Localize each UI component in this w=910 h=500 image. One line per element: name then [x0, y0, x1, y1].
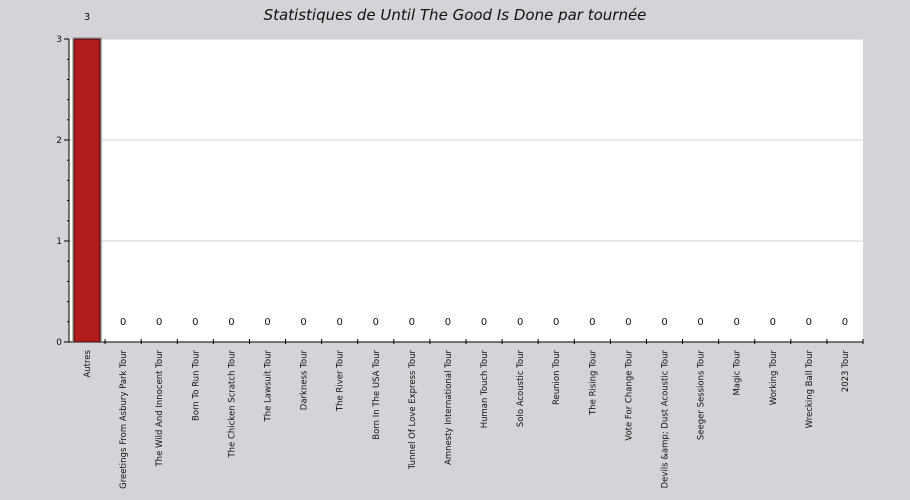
x-category-label: Autres	[83, 349, 93, 377]
x-category-label: Darkness Tour	[300, 350, 310, 411]
x-category-label: Solo Acoustic Tour	[516, 350, 526, 428]
bars	[72, 37, 103, 343]
axes	[64, 38, 864, 344]
data-label: 0	[481, 317, 487, 328]
labels: 0 1 2 3 3 Autres 0 Greetings From Asbury Park T…	[56, 12, 851, 489]
x-category-label: The Chicken Scratch Tour	[227, 350, 237, 459]
data-label: 0	[806, 317, 812, 328]
x-category-label: Reunion Tour	[552, 350, 562, 406]
data-label: 0	[445, 317, 451, 328]
data-label: 0	[192, 317, 198, 328]
data-label: 0	[517, 317, 523, 328]
data-label: 0	[156, 317, 162, 328]
x-category-label: Greetings From Asbury Park Tour	[119, 350, 129, 489]
x-category-label: The Rising Tour	[588, 350, 598, 416]
x-category-label: The River Tour	[336, 350, 346, 413]
data-label: 0	[373, 317, 379, 328]
x-category-label: Born To Run Tour	[191, 350, 201, 421]
data-label: 0	[625, 317, 631, 328]
x-category-label: Born In The USA Tour	[372, 350, 382, 440]
x-category-label: Amnesty International Tour	[444, 350, 454, 465]
grid-lines	[69, 38, 863, 242]
y-tick-label: 1	[56, 237, 62, 247]
data-label: 0	[733, 317, 739, 328]
bar	[73, 38, 101, 343]
chart-title: Statistiques de Until The Good Is Done p…	[263, 6, 647, 24]
x-category-label: 2023 Tour	[841, 350, 851, 393]
x-category-label: Vote For Change Tour	[624, 350, 634, 441]
data-label: 0	[697, 317, 703, 328]
x-category-label: Seeger Sessions Tour	[697, 350, 707, 441]
data-label: 0	[120, 317, 126, 328]
data-label: 0	[553, 317, 559, 328]
data-label: 0	[336, 317, 342, 328]
x-category-label: Human Touch Tour	[480, 350, 490, 429]
data-label: 0	[661, 317, 667, 328]
y-tick-label: 0	[56, 338, 62, 348]
plot-area	[69, 39, 863, 342]
data-label: 0	[264, 317, 270, 328]
y-tick-label: 3	[56, 35, 62, 45]
data-label: 0	[589, 317, 595, 328]
x-category-label: Working Tour	[769, 349, 779, 405]
data-label: 0	[842, 317, 848, 328]
y-tick-label: 2	[56, 136, 62, 146]
x-category-label: The Wild And Innocent Tour	[155, 350, 165, 468]
data-label: 0	[300, 317, 306, 328]
data-label: 0	[409, 317, 415, 328]
x-category-label: Devils &amp; Dust Acoustic Tour	[661, 349, 671, 488]
x-category-label: Wrecking Ball Tour	[805, 350, 815, 429]
data-label: 0	[770, 317, 776, 328]
x-category-label: Magic Tour	[733, 350, 743, 396]
x-category-label: The Lawsuit Tour	[264, 349, 274, 422]
data-label: 0	[228, 317, 234, 328]
data-label: 3	[84, 12, 90, 23]
x-category-label: Tunnel Of Love Express Tour	[408, 350, 418, 471]
